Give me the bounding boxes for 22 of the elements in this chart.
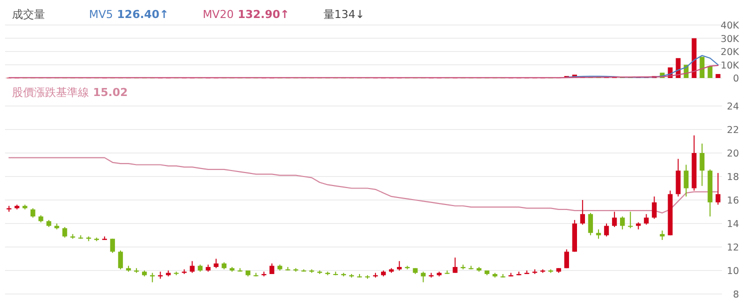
- text: 15.02: [93, 86, 128, 99]
- y-tick-label: 12: [726, 242, 739, 254]
- y-tick-label: 22: [726, 125, 739, 136]
- text: 量134↓: [323, 8, 365, 21]
- y-tick-label: 16: [726, 196, 739, 206]
- y-tick-label: 18: [726, 172, 739, 183]
- chart-title: 成交量: [12, 8, 45, 21]
- y-tick-label: 30K: [720, 34, 740, 45]
- y-tick-label: 14: [726, 219, 739, 230]
- y-tick-label: 24: [726, 102, 739, 112]
- text: MV5: [89, 8, 114, 21]
- text: 132.90↑: [238, 8, 290, 21]
- y-tick-label: 20: [726, 148, 739, 160]
- y-tick-label: 20K: [720, 47, 740, 58]
- y-tick-label: 0: [732, 74, 739, 84]
- text: MV20: [202, 8, 234, 21]
- text: 股價漲跌基準線: [12, 86, 89, 99]
- y-tick-label: 8: [732, 290, 739, 300]
- y-tick-label: 10K: [720, 60, 740, 72]
- y-tick-label: 40K: [720, 20, 740, 32]
- text: 126.40↑: [117, 8, 169, 21]
- y-tick-label: 10: [726, 266, 739, 277]
